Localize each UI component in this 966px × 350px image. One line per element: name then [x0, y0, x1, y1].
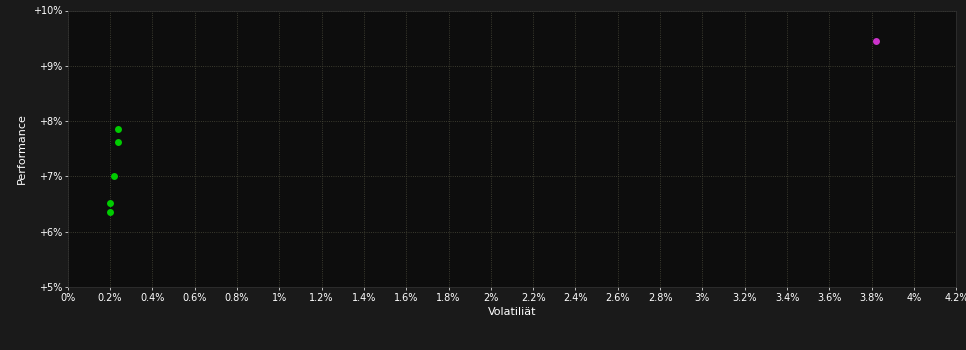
Point [111, 139, 127, 145]
Point [102, 200, 118, 206]
X-axis label: Volatiliät: Volatiliät [488, 307, 536, 317]
Y-axis label: Performance: Performance [17, 113, 27, 184]
Point [111, 127, 127, 132]
Point [868, 38, 884, 44]
Point [106, 174, 122, 179]
Point [102, 210, 118, 215]
